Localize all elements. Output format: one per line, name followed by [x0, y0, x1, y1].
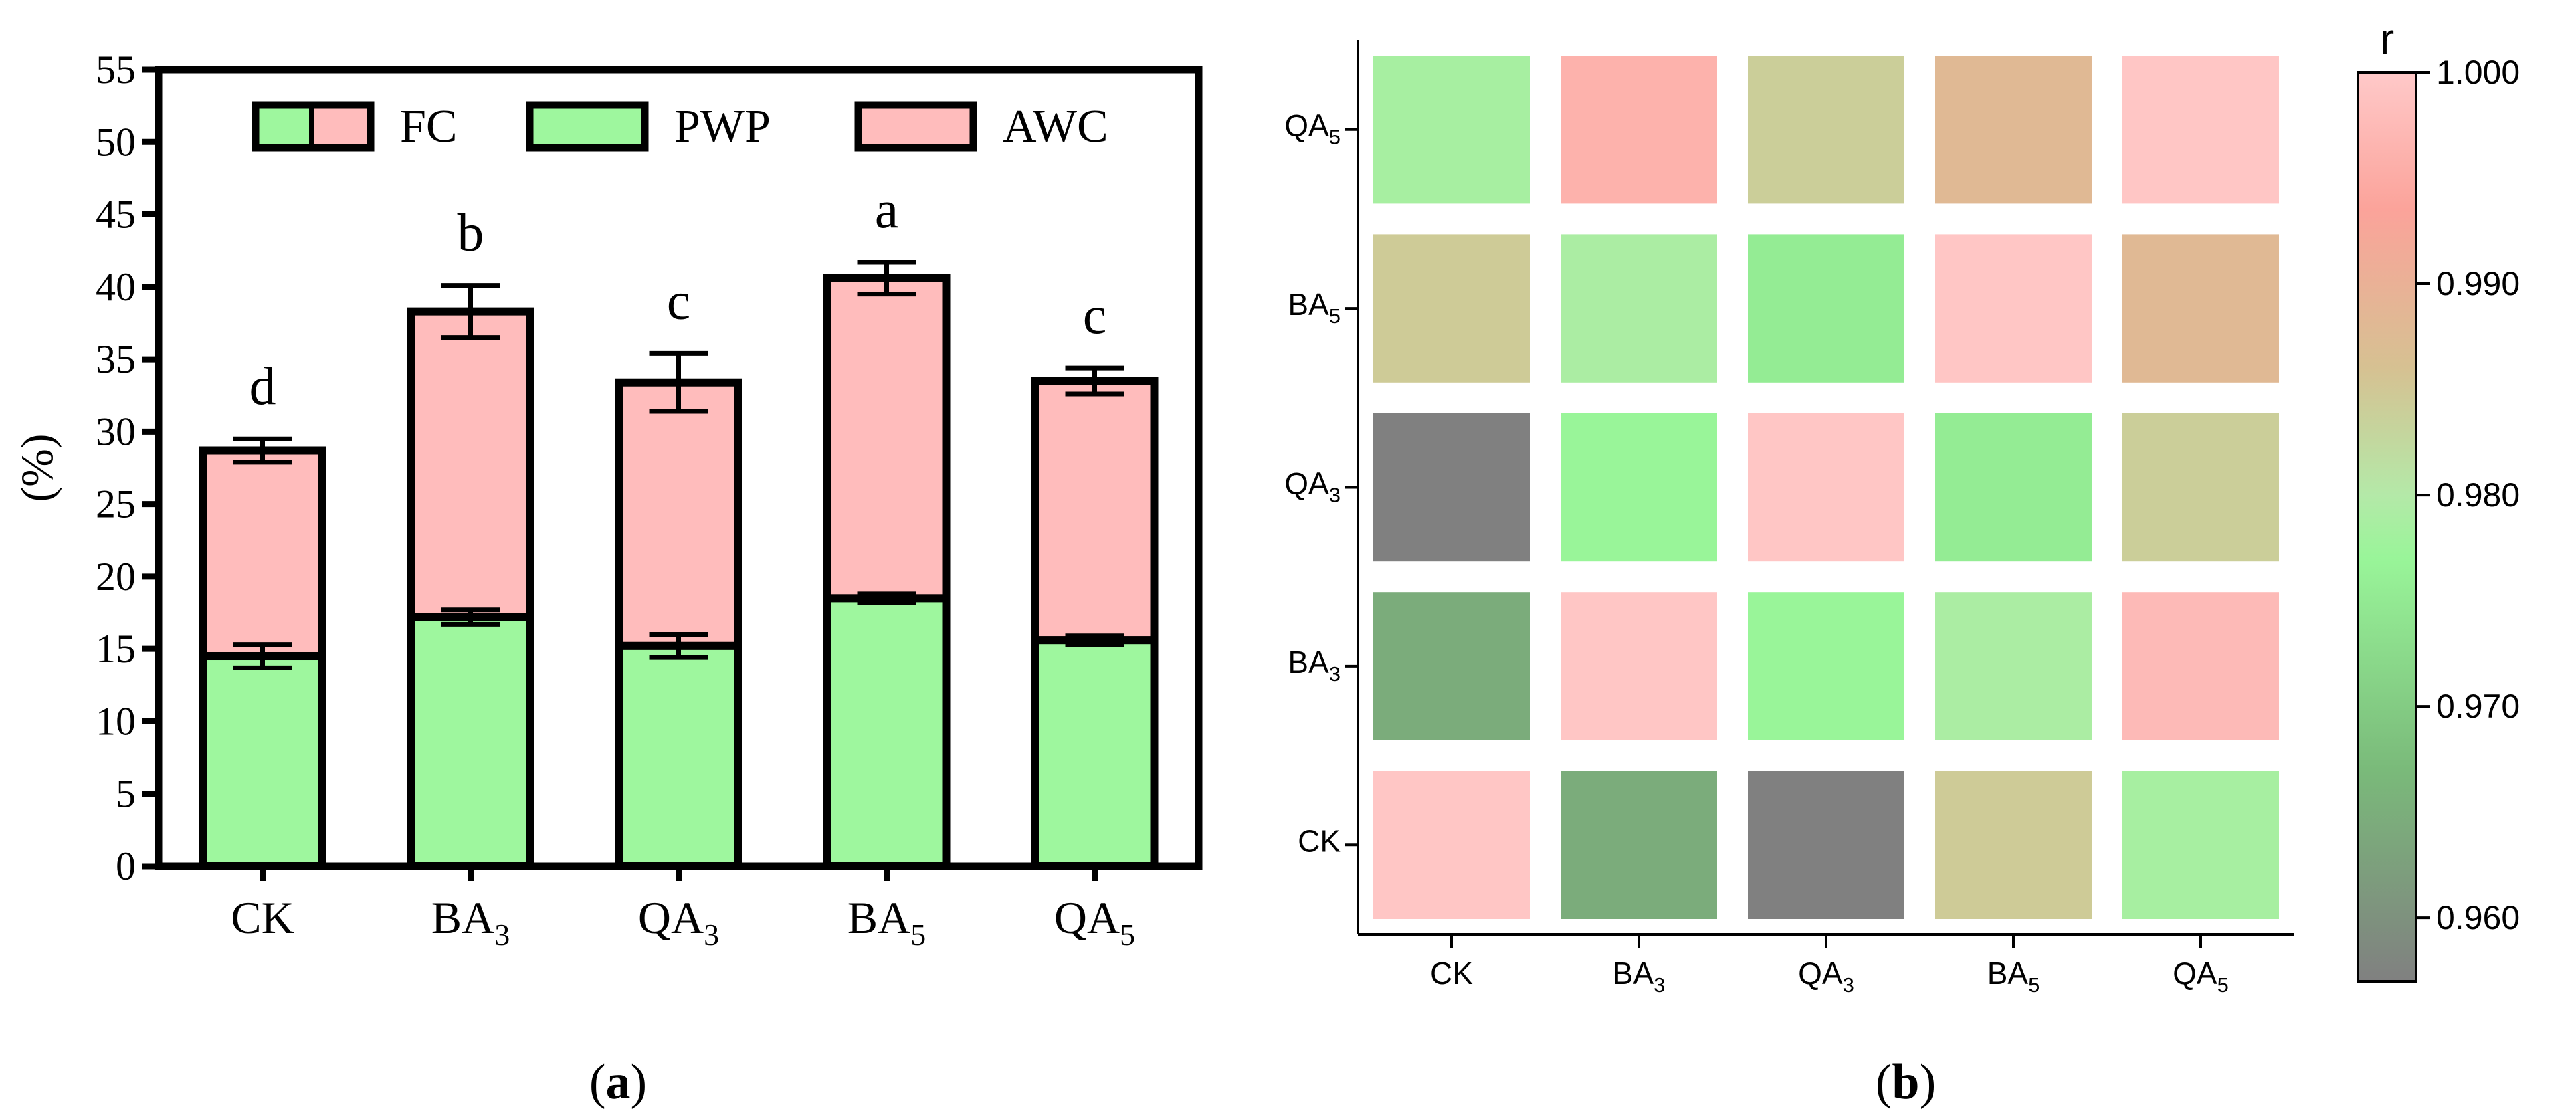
y-axis-label: (%): [11, 434, 62, 502]
heatmap-cell-1-4: [2122, 234, 2279, 383]
heatmap-x-label-4: QA5: [2173, 956, 2229, 997]
heatmap-cell-4-4: [2122, 771, 2279, 919]
bar-awc-3: [823, 274, 951, 603]
y-tick-label-25: 25: [96, 482, 136, 526]
bar-awc-2: [615, 378, 742, 650]
heatmap-cell-4-3: [1935, 771, 2092, 919]
y-tick-label-30: 30: [96, 409, 136, 453]
colorbar: [2357, 71, 2417, 983]
legend-swatch-AWC: [854, 101, 977, 152]
heatmap-cell-2-2: [1748, 413, 1904, 562]
bar-pwp-4: [1031, 636, 1159, 870]
bar-pwp-0: [199, 652, 326, 870]
colorbar-tick-label-3: 0.990: [2436, 265, 2520, 302]
heatmap-cell-2-1: [1561, 413, 1717, 562]
heatmap-cell-2-0: [1373, 413, 1530, 562]
heatmap-cell-2-4: [2122, 413, 2279, 562]
bar-awc-4: [1031, 377, 1159, 645]
heatmap-x-label-0: CK: [1430, 956, 1473, 991]
panel-label-b: (b): [1876, 1055, 1936, 1110]
heatmap-cell-1-2: [1748, 234, 1904, 383]
y-tick-label-50: 50: [96, 120, 136, 164]
heatmap-cell-1-0: [1373, 234, 1530, 383]
bar-pwp-1: [407, 613, 534, 870]
x-tick-label-3: BA5: [848, 892, 926, 952]
heatmap-cell-3-3: [1935, 592, 2092, 740]
heatmap-cell-0-1: [1561, 56, 1717, 204]
heatmap-cell-3-0: [1373, 592, 1530, 740]
heatmap-cell-2-3: [1935, 413, 2092, 562]
y-tick-label-15: 15: [96, 627, 136, 671]
y-tick-label-45: 45: [96, 193, 136, 237]
colorbar-tick-label-0: 0.960: [2436, 899, 2520, 936]
heatmap-y-label-2: QA3: [1284, 466, 1341, 507]
heatmap-x-label-3: BA5: [1987, 956, 2040, 997]
legend-swatch-FC-left: [256, 105, 313, 148]
panel-label-a: (a): [589, 1055, 647, 1110]
heatmap-y-label-4: CK: [1298, 823, 1341, 858]
heatmap-cell-4-1: [1561, 771, 1717, 919]
y-tick-label-20: 20: [96, 554, 136, 599]
y-tick-label-10: 10: [96, 699, 136, 743]
y-tick-label-0: 0: [116, 844, 136, 888]
panel-b-correlation-heatmap: QA5 BA5 QA3 BA3 CK CK BA3 QA3 BA5 QA5 0.960 0.970 0.…: [1284, 15, 2520, 1110]
heatmap-cell-4-2: [1748, 771, 1904, 919]
significance-letter-4: c: [1083, 286, 1107, 345]
significance-letter-2: c: [667, 272, 691, 330]
panel-a-stacked-bar-chart: 0 5 10 15 20 25 30 35 40 45 50 55 (%) d CK b BA3 c QA3 a BA5…: [11, 47, 1203, 1110]
heatmap-cell-0-2: [1748, 56, 1904, 204]
heatmap-cell-1-3: [1935, 234, 2092, 383]
y-tick-label-55: 55: [96, 47, 136, 92]
y-tick-label-35: 35: [96, 337, 136, 381]
heatmap-cell-3-2: [1748, 592, 1904, 740]
bar-pwp-2: [615, 641, 742, 870]
plot-frame: [155, 66, 1203, 870]
colorbar-title: r: [2380, 15, 2394, 63]
heatmap-x-label-2: QA3: [1798, 956, 1854, 997]
x-tick-label-4: QA5: [1054, 892, 1135, 952]
legend-label-AWC: AWC: [1003, 101, 1108, 153]
heatmap-cell-1-1: [1561, 234, 1717, 383]
significance-letter-0: d: [250, 357, 276, 416]
bar-awc-0: [199, 446, 326, 661]
colorbar-tick-label-1: 0.970: [2436, 688, 2520, 725]
heatmap-cell-0-4: [2122, 56, 2279, 204]
y-tick-label-5: 5: [116, 772, 136, 816]
heatmap-y-label-3: BA3: [1288, 645, 1341, 686]
significance-letter-1: b: [458, 204, 484, 263]
y-tick-label-40: 40: [96, 265, 136, 309]
bar-pwp-3: [823, 594, 951, 871]
heatmap-y-label-0: QA5: [1284, 108, 1341, 149]
significance-letter-3: a: [875, 181, 899, 239]
colorbar-tick-label-2: 0.980: [2436, 476, 2520, 514]
x-tick-label-2: QA3: [638, 892, 719, 952]
heatmap-cell-3-1: [1561, 592, 1717, 740]
legend-swatch-PWP: [526, 101, 649, 152]
colorbar-tick-label-4: 1.000: [2436, 54, 2520, 91]
x-tick-label-0: CK: [231, 892, 294, 943]
heatmap-x-label-1: BA3: [1613, 956, 1666, 997]
x-tick-label-1: BA3: [431, 892, 510, 952]
heatmap-cell-0-3: [1935, 56, 2092, 204]
heatmap-cell-0-0: [1373, 56, 1530, 204]
legend-swatch-FC-right: [313, 105, 371, 148]
heatmap-y-label-1: BA5: [1288, 287, 1341, 328]
legend-label-FC: FC: [400, 101, 458, 153]
legend-label-PWP: PWP: [674, 101, 771, 153]
bar-awc-1: [407, 307, 534, 621]
heatmap-cell-4-0: [1373, 771, 1530, 919]
heatmap-cell-3-4: [2122, 592, 2279, 740]
